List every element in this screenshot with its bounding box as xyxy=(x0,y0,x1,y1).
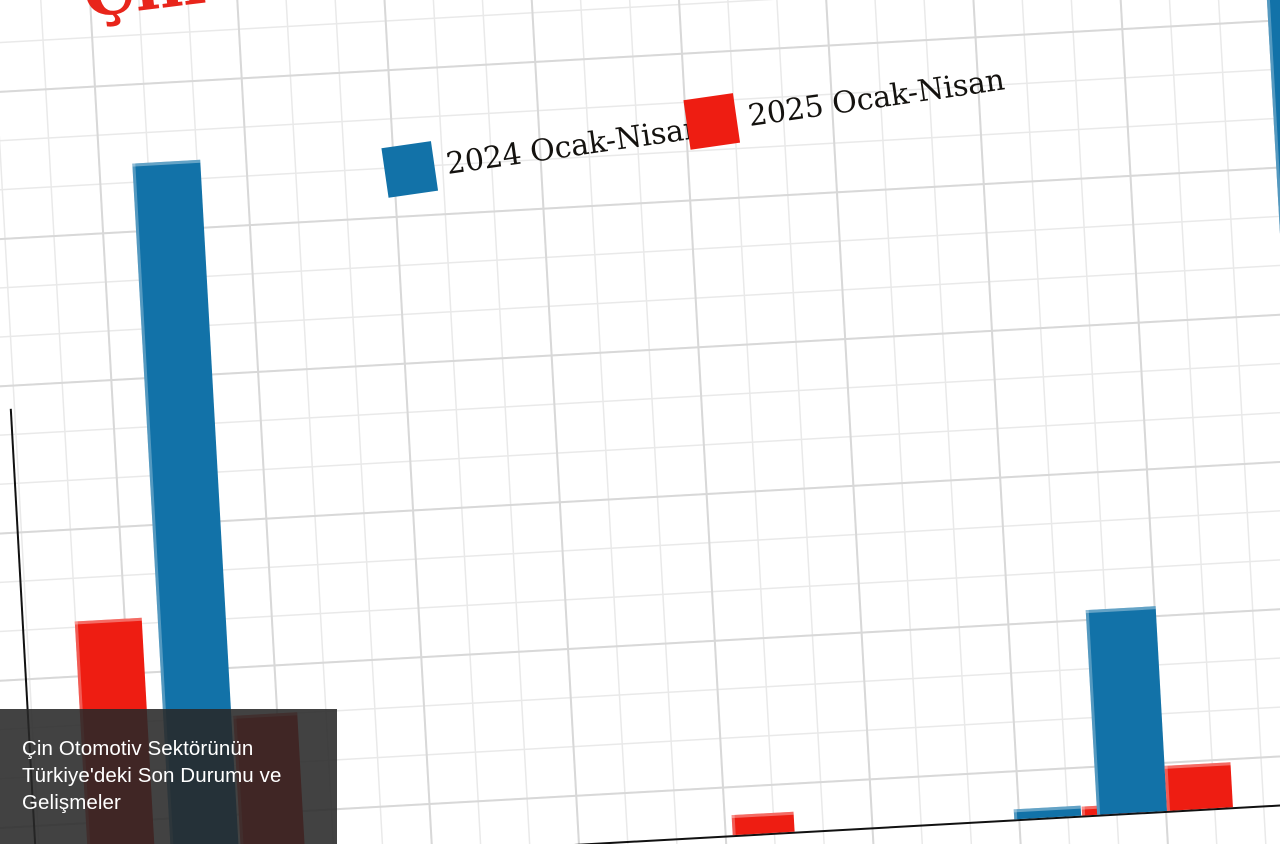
caption-overlay: Çin Otomotiv Sektörünün Türkiye'deki Son… xyxy=(0,709,337,844)
legend-label-2024: 2024 Ocak-Nisan xyxy=(443,109,705,182)
bar-left-highlight xyxy=(1013,809,1018,820)
caption-text: Çin Otomotiv Sektörünün Türkiye'deki Son… xyxy=(22,737,282,814)
legend-swatch-2025-icon xyxy=(683,93,741,150)
bar-left-highlight xyxy=(731,814,736,836)
bar-2024-6 xyxy=(1085,606,1168,815)
legend-swatch-2024-icon xyxy=(381,141,439,198)
chart-legend: 2024 Ocak-Nisan 2025 Ocak-Nisan xyxy=(381,62,1007,216)
bar-left-highlight xyxy=(1081,806,1086,816)
bar-2025-3 xyxy=(731,811,795,836)
legend-item-2024[interactable]: 2024 Ocak-Nisan xyxy=(381,103,705,198)
bar-2025-7 xyxy=(1164,762,1233,811)
